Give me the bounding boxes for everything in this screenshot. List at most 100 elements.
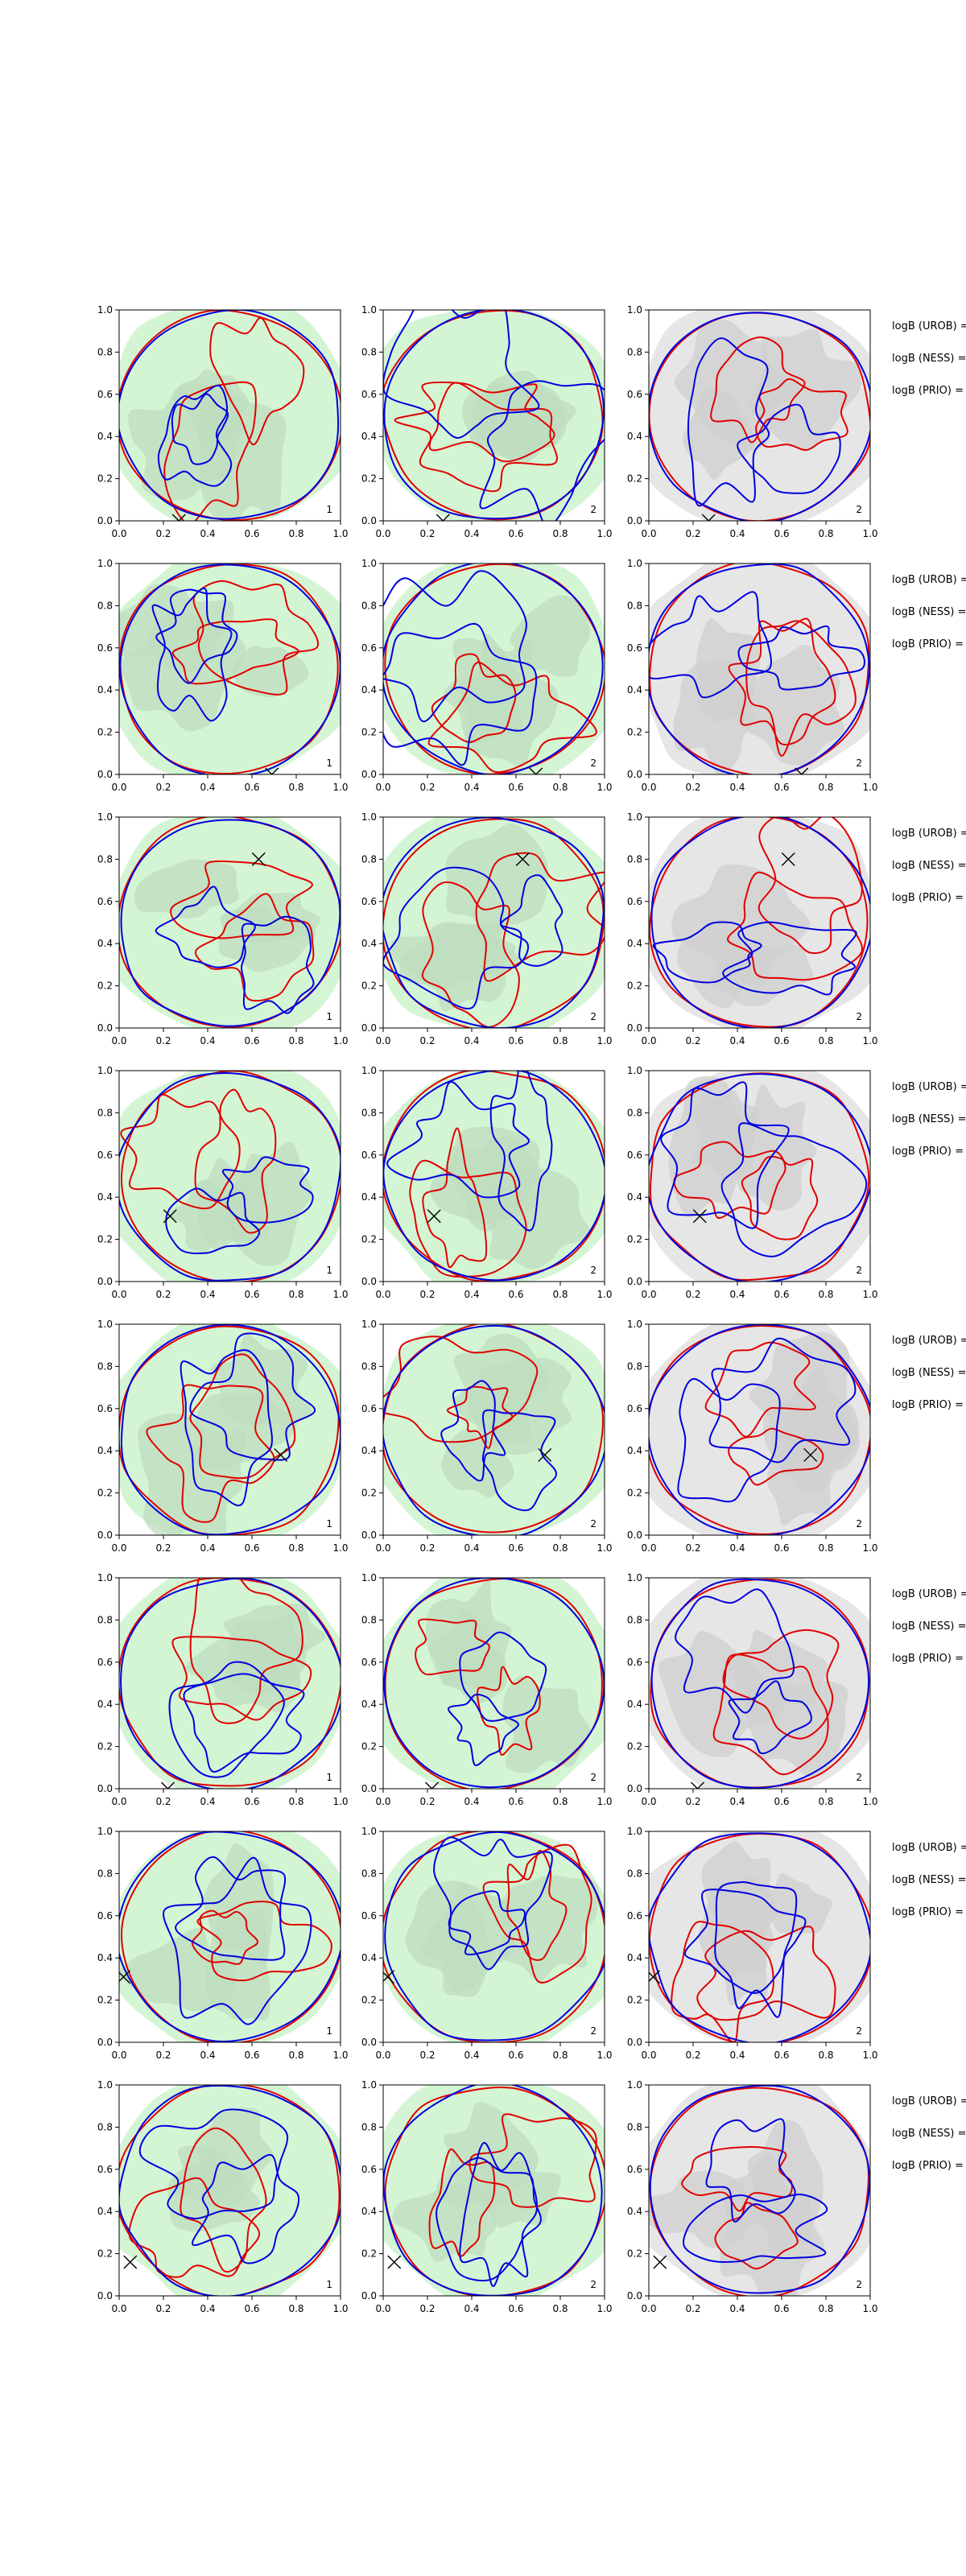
y-tick-label: 0.6 bbox=[97, 642, 113, 654]
x-tick-label: 0.2 bbox=[419, 1796, 435, 1807]
corner-label: 1 bbox=[326, 1265, 332, 1276]
marker-x bbox=[425, 1781, 439, 1789]
y-tick-label: 0.2 bbox=[361, 1995, 377, 2006]
contour-line bbox=[649, 312, 870, 521]
contour-line bbox=[728, 617, 836, 746]
x-tick-label: 1.0 bbox=[597, 1796, 612, 1807]
contour-line bbox=[155, 886, 256, 968]
x-tick-label: 0.6 bbox=[774, 1542, 789, 1554]
y-tick-label: 0.6 bbox=[97, 1910, 113, 1922]
y-tick-label: 1.0 bbox=[97, 1065, 113, 1076]
y-tick-label: 0.6 bbox=[627, 1403, 642, 1414]
contour-line bbox=[119, 2085, 341, 2296]
contour-line bbox=[383, 1578, 605, 1789]
contour-line bbox=[720, 1122, 868, 1257]
axes-frame bbox=[382, 1831, 605, 2043]
y-tick-label: 0.2 bbox=[627, 2248, 642, 2260]
contour-line bbox=[677, 1378, 781, 1503]
y-tick-label: 1.0 bbox=[627, 1065, 642, 1076]
contour-line bbox=[119, 310, 341, 521]
y-tick-label: 1.0 bbox=[361, 1065, 377, 1076]
axes-frame bbox=[118, 816, 341, 1029]
y-tick-label: 0.0 bbox=[627, 515, 642, 526]
y-tick-label: 0.4 bbox=[627, 1952, 642, 1963]
contour-line bbox=[649, 1324, 870, 1535]
contour-line bbox=[383, 310, 604, 521]
y-tick-label: 0.8 bbox=[361, 600, 377, 611]
shaded-region bbox=[210, 1334, 312, 1426]
marker-x bbox=[265, 767, 279, 774]
panel-r5-c3: 0.0 0.2 0.4 0.6 0.8 1.00.00.20.40.60.81.02 bbox=[627, 1319, 878, 1554]
corner-label: 2 bbox=[590, 1011, 597, 1022]
marker-x bbox=[795, 767, 809, 774]
corner-label: 1 bbox=[326, 2025, 332, 2037]
contour-line bbox=[649, 2085, 870, 2294]
x-tick-label: 1.0 bbox=[862, 782, 877, 793]
corner-label: 2 bbox=[590, 1265, 597, 1276]
y-tick-label: 0.2 bbox=[97, 727, 113, 738]
x-tick-label: 0.2 bbox=[685, 2050, 700, 2061]
panel-r3-c1: 0.0 0.2 0.4 0.6 0.8 1.0 0.0 0.2 0.4 0.6 0.8 1.0 1 bbox=[97, 811, 349, 1046]
x-tick-label: 0.4 bbox=[464, 528, 479, 539]
y-tick-label: 0.2 bbox=[361, 2248, 377, 2260]
contour-line bbox=[436, 2157, 542, 2282]
panel-r5-c2: 0.0 0.2 0.4 0.6 0.8 1.00.00.20.40.60.81.02 bbox=[361, 1319, 613, 1554]
x-tick-label: 0.6 bbox=[774, 1289, 789, 1300]
y-tick-label: 0.4 bbox=[361, 2206, 377, 2217]
y-tick-label: 0.8 bbox=[97, 2121, 113, 2132]
x-tick-label: 0.2 bbox=[685, 1035, 700, 1046]
y-tick-label: 0.6 bbox=[361, 642, 377, 654]
x-tick-label: 0.0 bbox=[641, 1035, 656, 1046]
panel-r5-c1: 0.0 0.2 0.4 0.6 0.8 1.00.00.20.40.60.81.01 bbox=[97, 1319, 349, 1554]
contour-line bbox=[384, 564, 605, 774]
y-tick-label: 0.8 bbox=[361, 1107, 377, 1118]
panel-r4-c2: 0.0 0.2 0.4 0.6 0.8 1.0 0.0 0.2 0.4 0.6 0.8 1.0 2 bbox=[361, 1065, 613, 1300]
x-tick-label: 1.0 bbox=[332, 528, 348, 539]
x-tick-label: 0.0 bbox=[111, 1035, 126, 1046]
contour-line bbox=[673, 1141, 786, 1220]
row-label: logB (NESS) = bbox=[892, 2128, 966, 2140]
panel-r2-c3: 0.0 0.2 0.4 0.6 0.8 1.0 0.0 0.2 0.4 0.6 0.8 1.0 2 bbox=[627, 558, 878, 793]
y-tick-label: 0.8 bbox=[627, 346, 642, 357]
x-tick-label: 0.8 bbox=[288, 1289, 303, 1300]
y-tick-label: 0.0 bbox=[97, 1783, 113, 1794]
panel-r8-c3: 0.0 0.2 0.4 0.6 0.8 1.0 0.0 0.2 0.4 0.6 0.8 1.0 2 bbox=[627, 2079, 878, 2314]
y-tick-label: 0.2 bbox=[627, 473, 642, 485]
contour-line bbox=[221, 1156, 314, 1224]
y-tick-label: 0.0 bbox=[627, 1022, 642, 1034]
y-tick-label: 0.0 bbox=[361, 515, 377, 526]
contour-line bbox=[171, 618, 299, 685]
contour-line bbox=[683, 2194, 828, 2263]
y-tick-label: 0.0 bbox=[97, 769, 113, 780]
marker-x bbox=[691, 1781, 704, 1789]
contour-line bbox=[710, 336, 806, 444]
x-tick-label: 0.2 bbox=[155, 1796, 171, 1807]
y-tick-label: 1.0 bbox=[361, 2079, 377, 2091]
y-tick-label: 0.8 bbox=[627, 1107, 642, 1118]
x-tick-label: 0.8 bbox=[288, 2050, 303, 2061]
contour-line bbox=[119, 310, 340, 520]
contour-line bbox=[180, 1349, 273, 1507]
contour-line bbox=[422, 1127, 488, 1269]
contour-line bbox=[383, 2085, 603, 2296]
y-tick-label: 0.2 bbox=[361, 1741, 377, 1752]
y-tick-label: 1.0 bbox=[361, 1826, 377, 1837]
shaded-region bbox=[392, 2184, 497, 2263]
y-tick-label: 0.0 bbox=[97, 1530, 113, 1541]
contour-line bbox=[192, 580, 319, 696]
contour-line bbox=[506, 1849, 568, 1961]
contour-line bbox=[755, 378, 848, 452]
x-tick-label: 1.0 bbox=[332, 1289, 348, 1300]
corner-label: 2 bbox=[590, 1518, 597, 1530]
y-tick-label: 0.4 bbox=[97, 431, 113, 442]
x-tick-label: 1.0 bbox=[862, 1542, 877, 1554]
x-tick-label: 0.8 bbox=[552, 1035, 568, 1046]
contour-line bbox=[737, 403, 841, 494]
x-tick-label: 0.6 bbox=[508, 528, 523, 539]
axes-frame bbox=[382, 1070, 605, 1282]
y-tick-label: 0.8 bbox=[97, 1360, 113, 1372]
x-tick-label: 1.0 bbox=[597, 2303, 612, 2314]
contour-line bbox=[675, 1588, 795, 1714]
y-tick-label: 1.0 bbox=[361, 304, 377, 316]
axes-frame bbox=[118, 563, 341, 775]
